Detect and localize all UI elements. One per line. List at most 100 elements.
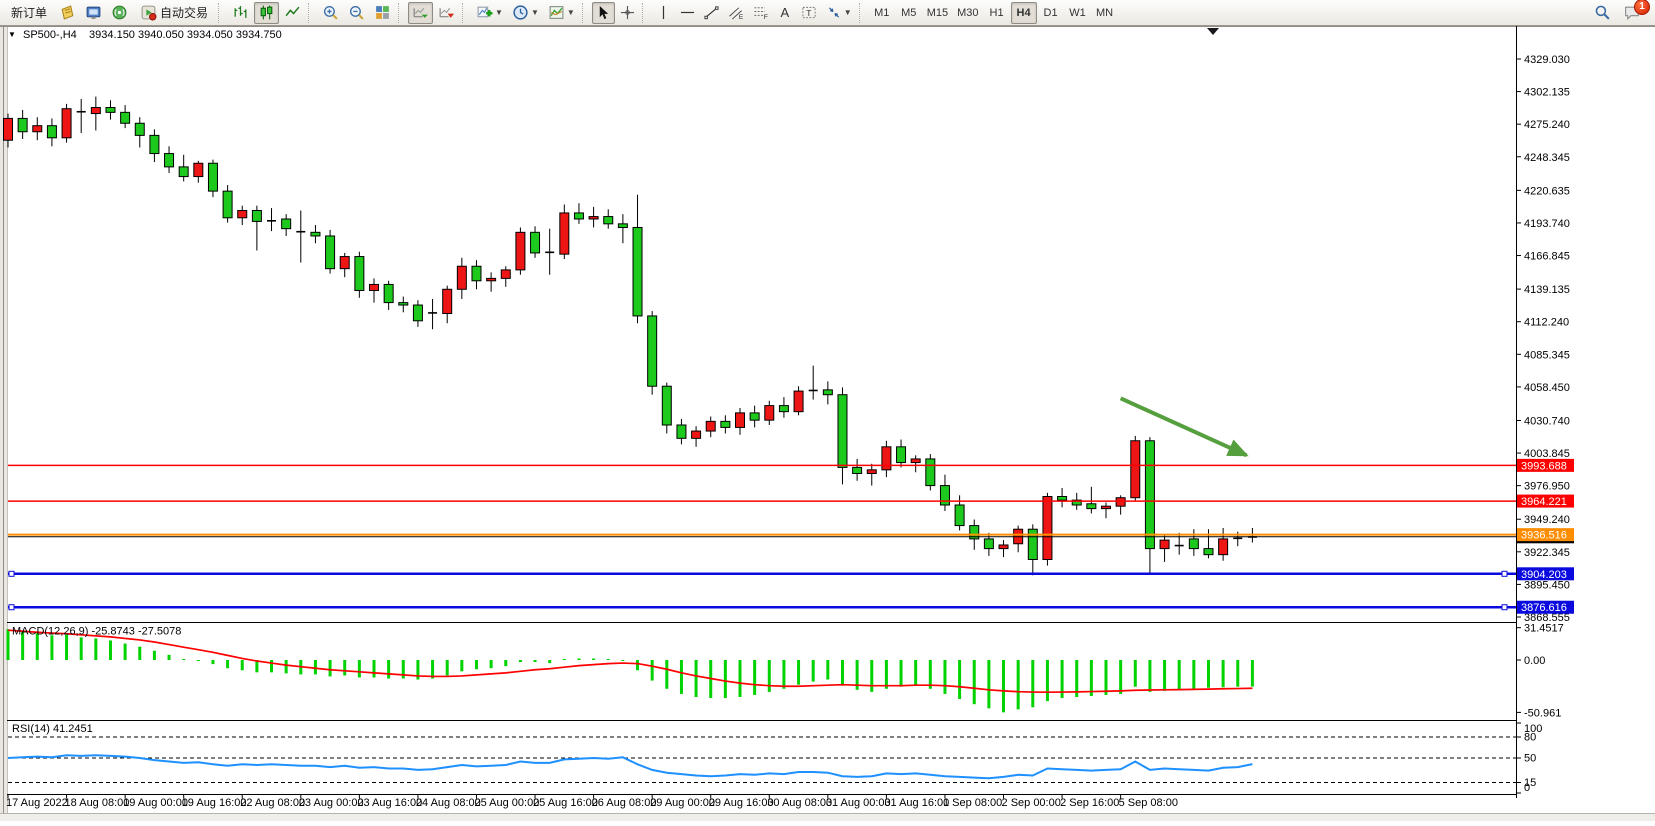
arrows-tool[interactable]: ▼ xyxy=(822,2,856,24)
toolbar-separator xyxy=(581,2,589,23)
candle xyxy=(149,129,160,163)
text-tool[interactable]: A xyxy=(780,5,790,20)
price-tick-label: 4085.345 xyxy=(1524,349,1570,361)
price-tick-label: 3895.450 xyxy=(1524,579,1570,591)
svg-text:F: F xyxy=(764,14,768,20)
candle-body-up xyxy=(369,283,379,291)
timeframe-m5[interactable]: M5 xyxy=(901,6,917,19)
candle-body-down xyxy=(573,212,584,220)
crosshair-tool[interactable] xyxy=(616,2,639,24)
terminal-icon[interactable] xyxy=(81,2,106,24)
candle xyxy=(251,205,262,251)
time-tick-label: 19 Aug 00:00 xyxy=(123,797,188,809)
candle-body-up xyxy=(705,420,716,432)
auto-trading-button[interactable]: 自动交易 xyxy=(133,2,215,24)
candle xyxy=(1218,528,1229,561)
new-order-button[interactable]: 新订单 xyxy=(11,6,48,20)
candle xyxy=(193,160,204,183)
chat-button[interactable]: 1 xyxy=(1619,0,1650,24)
timeframe-m1[interactable]: M1 xyxy=(874,6,890,19)
candle-body-up xyxy=(588,216,599,220)
macd-tick-label: 0.00 xyxy=(1524,655,1545,667)
main-toolbar: 新订单 自动交易 xyxy=(0,0,1655,26)
candle xyxy=(1042,492,1053,566)
macd-histogram-bar xyxy=(108,640,112,660)
price-tick-label: 4058.450 xyxy=(1524,382,1570,394)
price-list-icon xyxy=(61,5,74,20)
macd-histogram-bar xyxy=(958,660,962,700)
zoom-in-icon xyxy=(323,5,338,20)
candle-body-down xyxy=(676,424,687,439)
candle-body-down xyxy=(749,412,760,421)
candle-body-down xyxy=(17,117,28,133)
bar-chart-icon[interactable] xyxy=(228,2,253,24)
macd-histogram-bar xyxy=(1206,660,1210,688)
macd-histogram-bar xyxy=(138,646,142,660)
macd-histogram-bar xyxy=(1250,660,1254,687)
timeframe-m30[interactable]: M30 xyxy=(957,6,979,19)
candle xyxy=(559,204,570,259)
trendline-tool[interactable] xyxy=(700,2,723,24)
add-indicator-button[interactable]: ▼ xyxy=(472,2,507,24)
trend-arrow-object[interactable] xyxy=(1119,396,1249,458)
chart-background xyxy=(0,26,1655,821)
search-button[interactable] xyxy=(1590,2,1615,24)
zoom-in-icon[interactable] xyxy=(318,2,343,24)
price-tick-label: 4275.240 xyxy=(1524,119,1570,131)
macd-histogram-bar xyxy=(401,660,405,679)
timeframe-h1[interactable]: H1 xyxy=(989,6,1004,19)
candlestick-chart-icon[interactable] xyxy=(254,1,280,24)
vertical-line-tool[interactable] xyxy=(652,2,675,24)
horizontal-line-tool[interactable] xyxy=(676,2,699,24)
time-tick-label: 29 Aug 16:00 xyxy=(709,797,774,809)
candle xyxy=(852,458,863,481)
price-tick-label: 4248.345 xyxy=(1524,152,1570,164)
chart-title-collapse-icon[interactable]: ▼ xyxy=(8,30,16,39)
macd-tick-label: 31.4517 xyxy=(1524,623,1564,635)
price-line-label-box xyxy=(1517,494,1574,508)
timeframe-w1[interactable]: W1 xyxy=(1069,6,1086,19)
community-icon[interactable] xyxy=(107,2,132,24)
chart-shift-marker[interactable] xyxy=(1207,28,1219,35)
templates-button[interactable]: ▼ xyxy=(544,2,579,24)
toolbar-separator xyxy=(858,2,866,23)
time-tick-label: 29 Aug 00:00 xyxy=(650,797,715,809)
macd-histogram-bar xyxy=(1163,660,1167,691)
price-line-label-box xyxy=(1517,567,1574,581)
timeframe-mn[interactable]: MN xyxy=(1095,6,1114,19)
text-label-tool[interactable]: T xyxy=(797,2,821,24)
timeframe-h4[interactable]: H4 xyxy=(1010,1,1037,24)
chart-canvas[interactable]: 4329.030 4302.135 4275.240 4248.345 4220.635… xyxy=(0,26,1655,821)
time-tick-label: 5 Sep 08:00 xyxy=(1119,797,1178,809)
equidistant-channel-tool[interactable]: E xyxy=(724,2,748,24)
candle xyxy=(237,205,248,226)
tile-windows-icon[interactable] xyxy=(370,2,395,24)
candle xyxy=(281,214,292,236)
timeframe-d1[interactable]: D1 xyxy=(1043,6,1058,19)
fibonacci-tool[interactable]: F xyxy=(749,2,773,24)
candle-body-up xyxy=(998,544,1009,550)
candle-body-up xyxy=(61,108,72,139)
line-chart-icon[interactable] xyxy=(280,2,305,24)
auto-scroll-icon[interactable] xyxy=(408,1,434,24)
candle xyxy=(354,251,365,298)
chart-window: ▼ SP500-,H4 3934.150 3940.050 3934.050 3… xyxy=(0,26,1655,821)
chart-shift-icon[interactable] xyxy=(434,2,459,24)
candle-body-up xyxy=(764,405,775,421)
macd-histogram-bar xyxy=(855,660,859,690)
cursor-tool[interactable] xyxy=(591,1,615,24)
time-tick-label: 23 Aug 16:00 xyxy=(357,797,422,809)
macd-histogram-bar xyxy=(504,660,508,667)
zoom-out-icon[interactable] xyxy=(344,2,369,24)
price-line-label: 3876.616 xyxy=(1521,602,1567,614)
chart-shift-icon xyxy=(439,7,454,18)
candle xyxy=(998,540,1009,558)
periods-button[interactable]: ▼ xyxy=(508,2,543,24)
timeframe-m15[interactable]: M15 xyxy=(926,6,949,19)
price-list-icon[interactable] xyxy=(55,2,80,24)
price-tick-label: 4003.845 xyxy=(1524,448,1570,460)
macd-histogram-bar xyxy=(182,658,186,660)
auto-trading-icon xyxy=(141,5,157,21)
candle xyxy=(705,416,716,438)
candle-body-up xyxy=(193,162,204,178)
